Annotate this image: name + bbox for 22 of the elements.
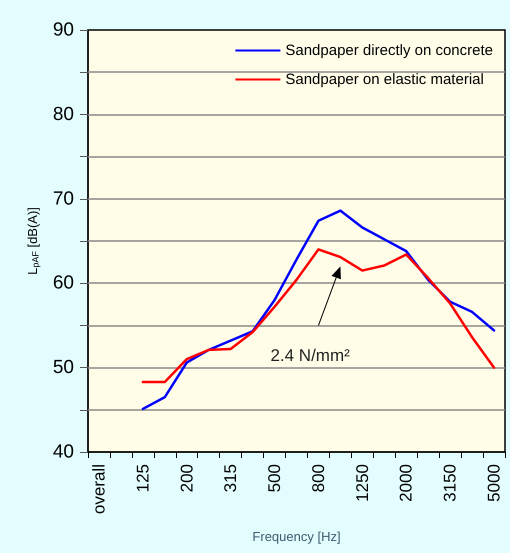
legend-label: Sandpaper directly on concrete bbox=[285, 42, 494, 59]
x-tick-label: overall bbox=[89, 464, 108, 514]
y-tick-label: 70 bbox=[52, 188, 74, 210]
x-tick-label: 125 bbox=[133, 464, 152, 492]
annotation: 2.4 N/mm² bbox=[270, 346, 350, 365]
x-tick-label: 1250 bbox=[352, 464, 372, 502]
x-tick-label: 800 bbox=[308, 464, 328, 492]
x-tick-label: 5000 bbox=[484, 464, 504, 502]
line-series bbox=[142, 248, 496, 384]
legend-label: Sandpaper on elastic material bbox=[285, 71, 484, 88]
y-tick-label: 90 bbox=[52, 20, 74, 40]
y-tick-label: 80 bbox=[52, 104, 74, 125]
y-axis-title: LpAF [dB(A)] bbox=[25, 207, 40, 275]
x-tick-label: 2000 bbox=[396, 464, 416, 502]
y-tick-label: 40 bbox=[52, 442, 74, 462]
y-tick-label: 60 bbox=[52, 272, 74, 294]
y-tick-label: 50 bbox=[52, 357, 74, 378]
x-tick-label: 315 bbox=[221, 464, 240, 492]
x-tick-label: 3150 bbox=[440, 464, 460, 502]
x-tick-label: 500 bbox=[265, 464, 284, 492]
x-axis-title: Frequency [Hz] bbox=[252, 529, 341, 544]
x-tick-label: 200 bbox=[177, 464, 196, 492]
